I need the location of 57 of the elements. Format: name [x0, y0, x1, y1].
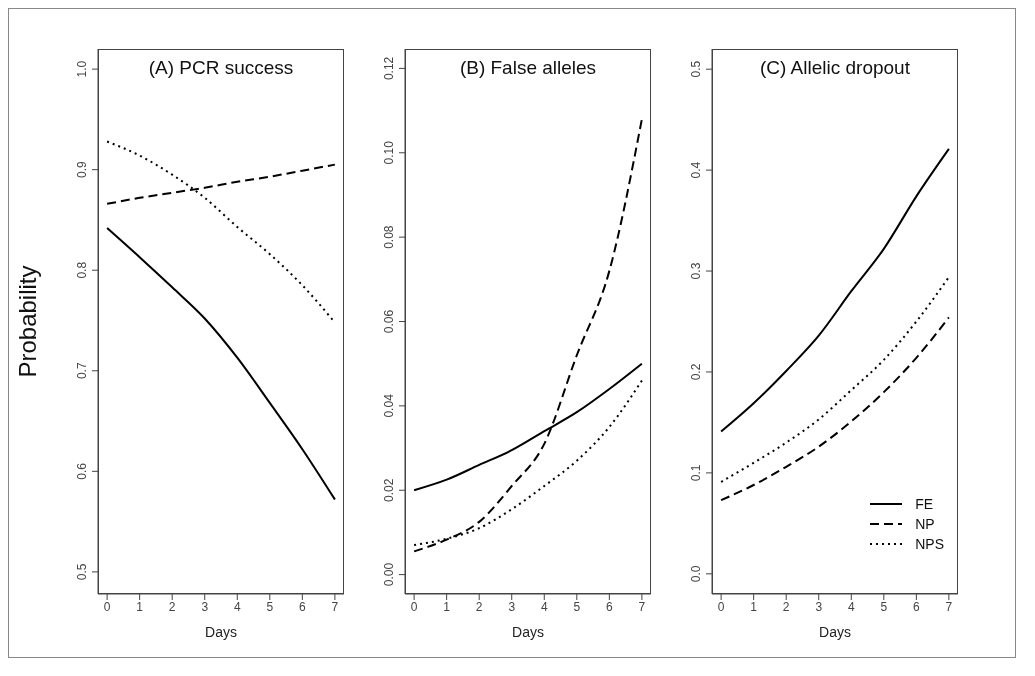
x-tick-label: 6 — [299, 599, 307, 614]
y-tick-label: 1.0 — [75, 60, 89, 78]
x-tick-label: 7 — [638, 599, 646, 614]
x-tick-label: 5 — [573, 599, 581, 614]
y-tick-label: 0.02 — [382, 478, 396, 502]
line-series — [106, 226, 336, 501]
x-tick-label: 2 — [782, 599, 790, 614]
x-tick-label: 1 — [443, 599, 451, 614]
x-axis-title: Days — [205, 624, 237, 640]
x-tick-label: 2 — [168, 599, 176, 614]
legend-label: NP — [915, 516, 935, 532]
x-tick-label: 5 — [880, 599, 888, 614]
chart-title: (A) PCR success — [147, 57, 295, 79]
y-tick-label: 0.12 — [382, 56, 396, 81]
y-tick-label: 0.10 — [382, 140, 396, 165]
y-tick-label: 0.2 — [689, 363, 703, 381]
y-tick-label: 0.0 — [689, 565, 703, 583]
y-tick-label: 0.00 — [382, 562, 396, 587]
x-tick-label: 6 — [913, 599, 921, 614]
x-tick-label: 7 — [945, 599, 953, 614]
line-series — [720, 147, 950, 433]
y-tick-label: 0.8 — [75, 261, 89, 279]
y-tick-label: 0.4 — [689, 161, 703, 179]
x-tick-label: 4 — [540, 599, 548, 614]
y-tick-label: 0.08 — [382, 225, 396, 249]
x-tick-label: 4 — [233, 599, 241, 614]
x-tick-label: 3 — [508, 599, 516, 614]
x-tick-label: 4 — [847, 599, 855, 614]
y-tick-label: 0.7 — [75, 362, 89, 380]
y-tick-label: 0.6 — [75, 462, 89, 480]
y-tick-label: 0.04 — [382, 393, 396, 418]
y-tick-label: 0.3 — [689, 262, 703, 280]
x-axis-title: Days — [512, 624, 544, 640]
chart-title: (C) Allelic dropout — [759, 57, 911, 79]
x-tick-label: 1 — [136, 599, 144, 614]
y-tick-label: 0.5 — [689, 60, 703, 78]
legend-label: FE — [915, 496, 934, 512]
x-tick-label: 7 — [331, 599, 339, 614]
x-tick-label: 5 — [266, 599, 274, 614]
x-tick-label: 1 — [750, 599, 758, 614]
x-tick-label: 2 — [475, 599, 483, 614]
x-tick-label: 6 — [606, 599, 614, 614]
y-tick-label: 0.9 — [75, 161, 89, 179]
x-axis-title: Days — [819, 624, 851, 640]
chart-title: (B) False alleles — [458, 57, 598, 79]
y-tick-label: 0.06 — [382, 309, 396, 334]
x-tick-label: 0 — [717, 599, 725, 614]
legend-label: NPS — [915, 536, 944, 552]
x-tick-label: 3 — [815, 599, 823, 614]
line-series — [720, 276, 950, 483]
x-tick-label: 3 — [201, 599, 209, 614]
x-tick-label: 0 — [410, 599, 418, 614]
y-tick-label: 0.1 — [689, 464, 703, 482]
y-axis-title: Probability — [13, 265, 41, 378]
x-tick-label: 0 — [103, 599, 111, 614]
line-series — [413, 118, 643, 553]
y-tick-label: 0.5 — [75, 563, 89, 581]
